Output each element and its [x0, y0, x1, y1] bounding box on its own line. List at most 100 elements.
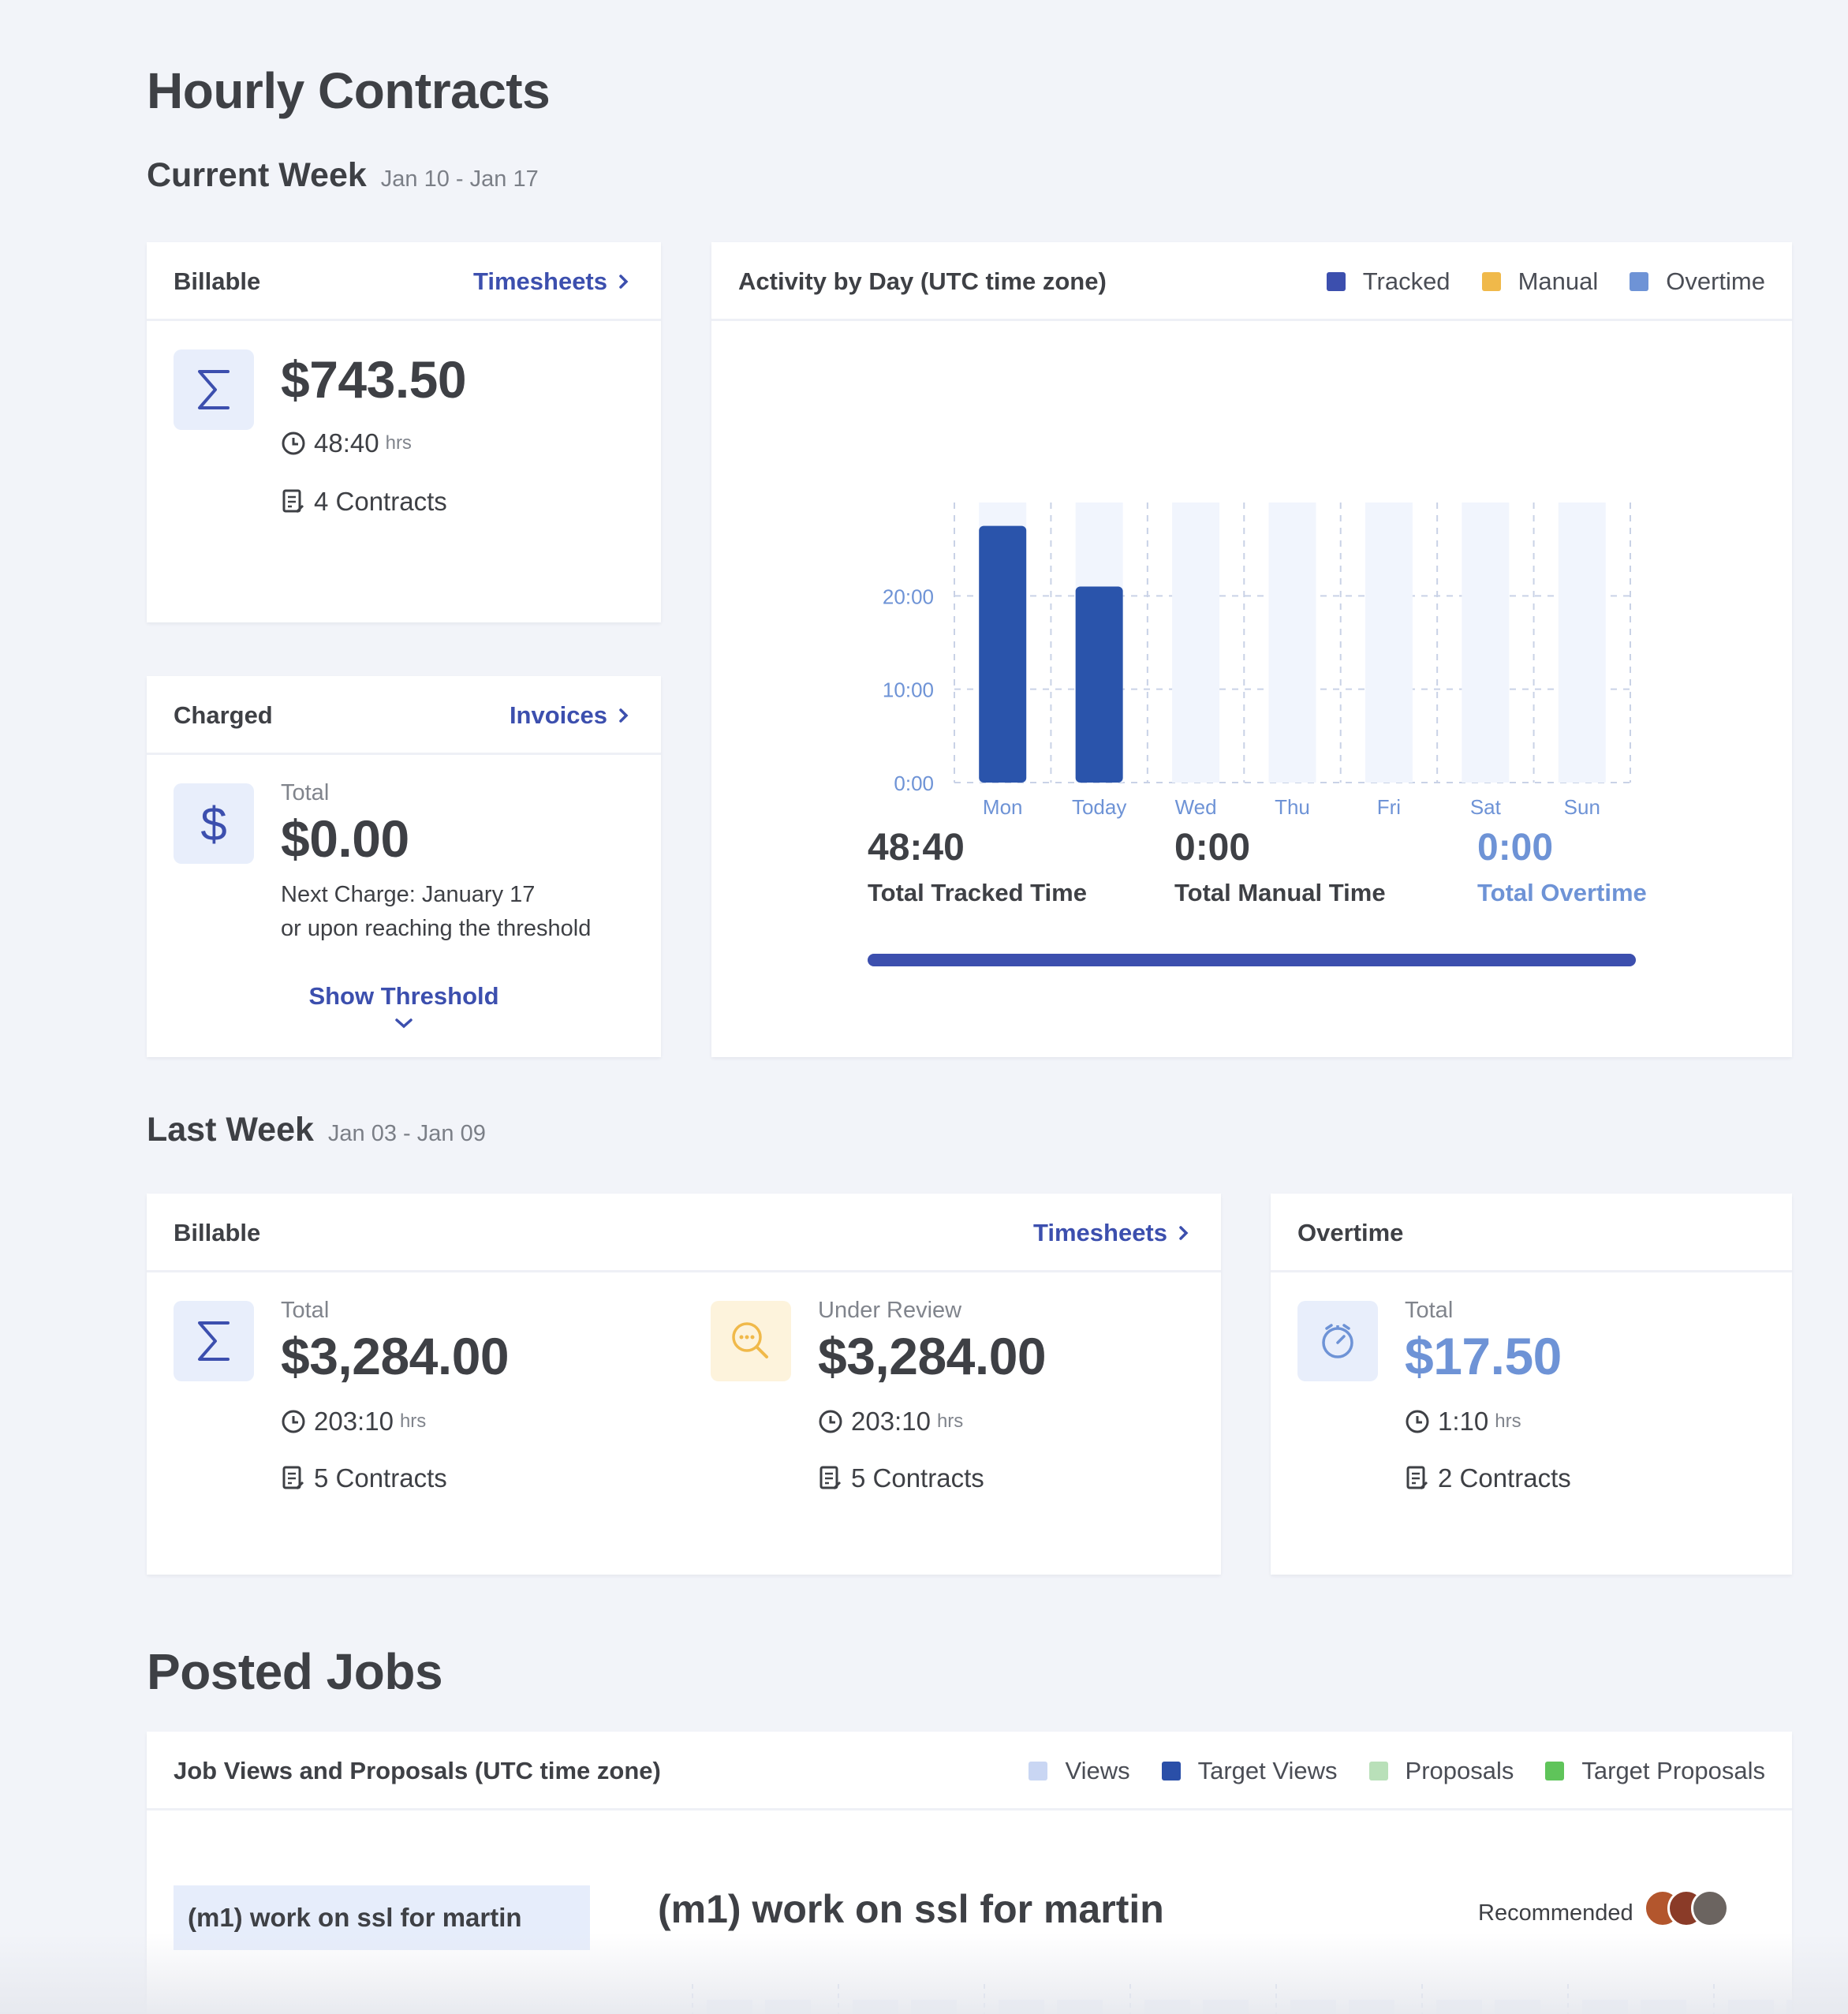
stat-overtime-value: 0:00 [1477, 827, 1554, 869]
charged-amount: $0.00 [281, 809, 409, 868]
y-tick-label: 10:00 [883, 678, 934, 702]
legend-manual: Manual [1481, 267, 1599, 296]
legend-swatch [1630, 272, 1649, 291]
legend-swatch [1161, 1762, 1181, 1780]
x-tick-label: Today [1072, 795, 1126, 819]
sigma-icon [174, 1301, 254, 1381]
legend-tracked: Tracked [1326, 267, 1450, 296]
avatar[interactable] [1691, 1889, 1729, 1927]
overtime-total-label: Total [1405, 1298, 1454, 1323]
legend-target-views: Target Views [1161, 1757, 1338, 1785]
time-progress-track [868, 954, 1636, 966]
activity-legend: Tracked Manual Overtime [1295, 267, 1765, 296]
overtime-amount: $17.50 [1405, 1327, 1562, 1385]
legend-overtime: Overtime [1630, 267, 1765, 296]
charged-card-title: Charged [174, 701, 273, 729]
contract-icon [1406, 1466, 1428, 1490]
stat-tracked-label: Total Tracked Time [868, 879, 1087, 906]
activity-chart: 0:00 10:00 20:00 Mon Today Wed Thu Fri Sat Sun [883, 503, 1631, 819]
recommended-avatars [1644, 1889, 1754, 1937]
contracts-value: 2 Contracts [1438, 1463, 1571, 1493]
clock-icon [282, 432, 305, 455]
hours-value: 203:10 [851, 1407, 931, 1436]
last-week-total-label: Total [281, 1298, 330, 1323]
hours-unit: hrs [936, 1411, 964, 1432]
contract-icon [282, 1466, 304, 1490]
show-threshold-label: Show Threshold [308, 982, 499, 1010]
last-week-billable-title: Billable [174, 1219, 261, 1246]
under-review-contracts: 5 Contracts [818, 1463, 984, 1493]
x-tick-label: Mon [983, 795, 1023, 819]
hours-value: 1:10 [1438, 1407, 1489, 1436]
hours-unit: hrs [399, 1411, 427, 1432]
bottom-fade [0, 1933, 1848, 2014]
hours-unit: hrs [1495, 1411, 1521, 1432]
hours-unit: hrs [385, 432, 412, 454]
billable-card-title: Billable [174, 267, 261, 295]
stat-manual: 0:00 Total Manual Time [1174, 826, 1386, 907]
last-week-timesheets-link[interactable]: Timesheets [1033, 1219, 1191, 1247]
billable-contracts-value: 4 Contracts [314, 487, 447, 516]
contract-icon [819, 1466, 842, 1490]
timesheets-link-label: Timesheets [1032, 1219, 1167, 1246]
current-week-range: Jan 10 - Jan 17 [380, 166, 539, 192]
threshold-note: or upon reaching the threshold [281, 916, 592, 941]
x-tick-label: Wed [1175, 795, 1217, 819]
last-week-range: Jan 03 - Jan 09 [327, 1121, 486, 1146]
current-week-title: Current Week [147, 156, 367, 194]
legend-label: Views [1065, 1757, 1130, 1784]
chevron-right-icon [1179, 1226, 1189, 1240]
x-tick-label: Thu [1275, 795, 1310, 819]
stat-overtime-label: Total Overtime [1477, 879, 1647, 906]
x-tick-label: Fri [1377, 795, 1401, 819]
under-review-hours: 203:10 hrs [818, 1407, 963, 1437]
under-review-amount: $3,284.00 [818, 1327, 1047, 1385]
legend-swatch [1368, 1762, 1388, 1780]
billable-hours: 48:40 hrs [281, 428, 412, 458]
legend-label: Target Views [1197, 1757, 1338, 1784]
stat-tracked: 48:40 Total Tracked Time [868, 826, 1087, 907]
y-tick-label: 20:00 [883, 585, 934, 608]
billable-hours-value: 48:40 [314, 428, 379, 458]
chevron-right-icon [619, 708, 629, 723]
clock-icon [819, 1410, 842, 1433]
bar-background [1268, 503, 1316, 783]
time-progress-fill [868, 954, 1636, 966]
activity-card-title: Activity by Day (UTC time zone) [738, 267, 1107, 295]
last-week-title: Last Week [147, 1111, 314, 1149]
billable-amount: $743.50 [281, 350, 467, 409]
legend-label: Tracked [1362, 267, 1450, 295]
last-week-total-contracts: 5 Contracts [281, 1463, 447, 1493]
overtime-card: Overtime Total $17.50 1:10 hrs 2 Contrac… [1271, 1194, 1792, 1575]
timesheets-link[interactable]: Timesheets [473, 267, 631, 296]
invoices-link[interactable]: Invoices [510, 701, 631, 730]
stat-manual-label: Total Manual Time [1174, 879, 1386, 906]
legend-swatch [1545, 1762, 1565, 1780]
contract-icon [282, 489, 304, 514]
bar-tracked-mon [979, 525, 1027, 783]
last-week-total-hours: 203:10 hrs [281, 1407, 426, 1437]
stat-tracked-value: 48:40 [868, 827, 965, 869]
stat-manual-value: 0:00 [1174, 827, 1251, 869]
bar-background [1462, 503, 1510, 783]
legend-label: Manual [1518, 267, 1599, 295]
last-week-billable-header: Billable Timesheets [147, 1194, 1221, 1272]
posted-jobs-title: Posted Jobs [147, 1643, 443, 1700]
chevron-right-icon [619, 275, 629, 289]
legend-swatch [1326, 272, 1346, 291]
charged-total-label: Total [281, 780, 330, 805]
bar-background [1172, 503, 1220, 783]
last-week-billable-card: Billable Timesheets Total $3,284.00 203:… [147, 1194, 1221, 1575]
clock-icon [282, 1410, 305, 1433]
last-week-heading: Last Week Jan 03 - Jan 09 [147, 1111, 486, 1149]
next-charge-text: Next Charge: January 17 [281, 882, 536, 907]
x-tick-label: Sun [1564, 795, 1600, 819]
page-title: Hourly Contracts [147, 62, 551, 119]
show-threshold-button[interactable]: Show Threshold [147, 982, 661, 1035]
sigma-icon [174, 349, 254, 430]
chevron-down-icon [395, 1018, 413, 1029]
legend-swatch [1029, 1762, 1048, 1780]
legend-views: Views [1029, 1757, 1130, 1785]
legend-swatch [1481, 272, 1501, 291]
